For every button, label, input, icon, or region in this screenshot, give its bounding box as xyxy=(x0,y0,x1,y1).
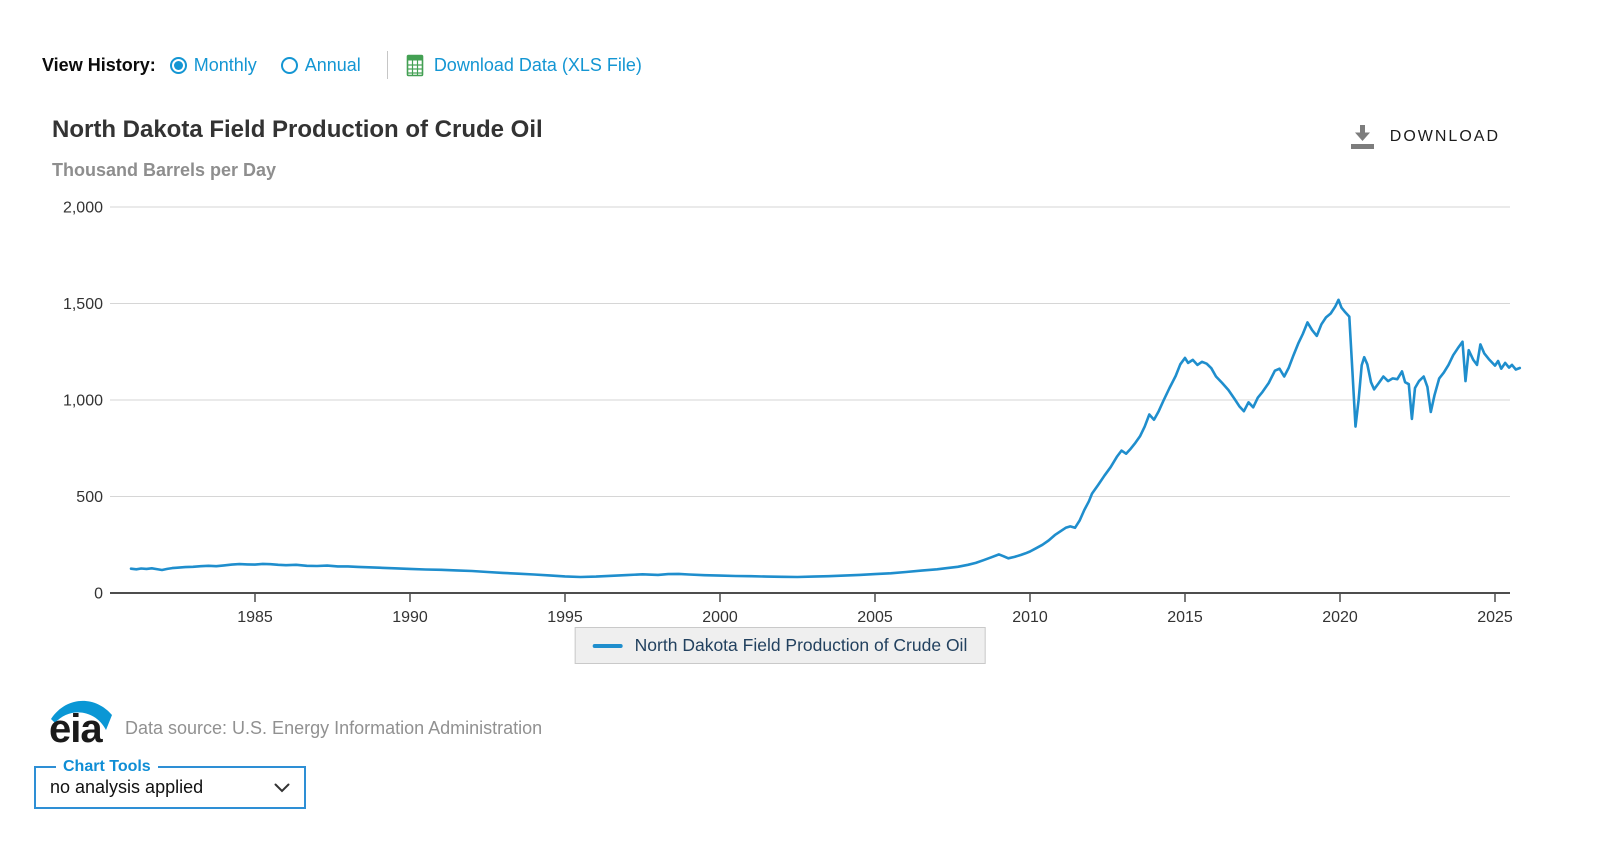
x-tick-label: 2000 xyxy=(702,609,738,626)
chart-tools-panel: Chart Tools no analysis applied xyxy=(34,758,306,809)
monthly-radio[interactable]: Monthly xyxy=(169,54,257,76)
chart-tools-label: Chart Tools xyxy=(63,758,151,775)
x-tick-label: 1995 xyxy=(547,609,583,626)
divider xyxy=(386,51,388,79)
chart-plot[interactable]: 0 500 1,000 1,500 2,000 1985 1990 1995 2000 2005 2… xyxy=(0,190,1600,630)
download-button-label: DOWNLOAD xyxy=(1389,128,1500,145)
download-data-link-label: Download Data (XLS File) xyxy=(433,54,642,75)
analysis-select-value: no analysis applied xyxy=(50,777,204,797)
download-icon xyxy=(1350,125,1374,149)
chevron-down-icon xyxy=(274,783,290,792)
production-line xyxy=(129,298,1522,579)
annual-radio-label: Annual xyxy=(304,54,361,75)
y-tick-label: 0 xyxy=(94,586,103,603)
eia-logo: eia xyxy=(49,700,112,748)
download-button[interactable]: DOWNLOAD xyxy=(1349,124,1500,150)
download-data-link[interactable]: Download Data (XLS File) xyxy=(406,54,642,77)
annual-radio-icon[interactable] xyxy=(280,56,298,74)
chart-units-label: Thousand Barrels per Day xyxy=(52,160,277,180)
view-history-label: View History: xyxy=(42,54,156,75)
x-tick-label: 1985 xyxy=(237,609,273,626)
y-tick-label: 1,500 xyxy=(63,296,103,313)
x-tick-label: 2005 xyxy=(857,609,893,626)
x-tick-label: 2020 xyxy=(1322,609,1358,626)
annual-radio[interactable]: Annual xyxy=(280,54,361,76)
legend: North Dakota Field Production of Crude O… xyxy=(574,627,986,664)
x-tick-label: 2010 xyxy=(1012,609,1048,626)
data-source-text: Data source: U.S. Energy Information Adm… xyxy=(125,718,543,738)
x-tick-label: 1990 xyxy=(392,609,428,626)
monthly-radio-label: Monthly xyxy=(193,54,257,75)
legend-line-swatch xyxy=(592,643,623,648)
legend-series-label: North Dakota Field Production of Crude O… xyxy=(634,635,968,655)
x-tick-label: 2025 xyxy=(1477,609,1513,626)
view-history-bar: View History: Monthly Annual Download Da… xyxy=(42,48,642,82)
x-tick-label: 2015 xyxy=(1167,609,1203,626)
y-tick-label: 1,000 xyxy=(63,393,103,410)
chart-area: 0 500 1,000 1,500 2,000 1985 1990 1995 2000 2005 2… xyxy=(0,190,1600,630)
y-tick-label: 2,000 xyxy=(63,200,103,217)
eia-logo-text: eia xyxy=(49,707,103,748)
analysis-select[interactable]: no analysis applied xyxy=(50,776,290,798)
y-tick-label: 500 xyxy=(76,489,103,506)
page-title: North Dakota Field Production of Crude O… xyxy=(52,116,543,143)
xls-file-icon xyxy=(406,54,424,76)
monthly-radio-icon[interactable] xyxy=(169,56,187,74)
